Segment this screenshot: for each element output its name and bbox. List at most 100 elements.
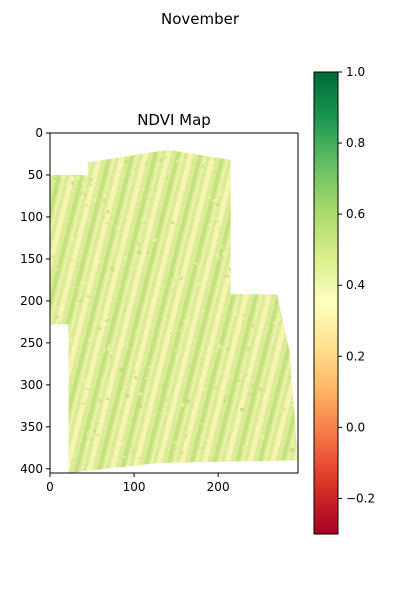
ndvi-pixel [108,361,110,365]
ndvi-pixel [128,152,132,155]
ndvi-pixel [86,431,89,435]
ndvi-pixel [173,143,176,146]
ndvi-pixel [222,252,227,256]
ndvi-pixel [170,221,175,224]
ndvi-pixel [57,225,60,229]
ndvi-pixel [260,435,265,439]
ndvi-pixel [164,398,168,402]
ndvi-pixel [55,315,59,320]
ndvi-pixel [145,403,147,407]
ndvi-pixel [174,458,177,461]
y-tick-label: 150 [20,252,43,266]
ndvi-pixel [126,215,130,219]
ndvi-pixel [217,344,221,348]
ndvi-pixel [84,388,87,390]
ndvi-pixel [89,183,92,186]
ndvi-pixel [175,159,180,163]
ndvi-pixel [275,179,278,182]
ndvi-pixel [106,386,109,390]
ndvi-pixel [252,323,254,328]
ndvi-pixel [284,212,288,214]
ndvi-pixel [165,140,169,144]
ndvi-pixel [150,315,155,317]
ndvi-pixel [112,398,115,402]
ndvi-pixel [215,216,217,220]
ndvi-pixel [284,405,287,408]
ndvi-pixel [68,361,73,363]
ndvi-pixel [151,264,154,266]
ndvi-pixel [231,423,236,428]
ndvi-pixel [207,386,210,390]
ndvi-pixel [217,255,221,259]
ndvi-pixel [290,448,294,452]
ndvi-pixel [184,150,187,153]
ndvi-pixel [214,445,216,448]
ndvi-pixel [119,429,123,431]
colorbar-tick-label: 0.0 [346,420,365,434]
ndvi-pixel [148,198,151,200]
ndvi-pixel [219,192,223,196]
ndvi-pixel [52,410,56,413]
ndvi-pixel [240,270,243,274]
ndvi-pixel [234,177,237,182]
ndvi-pixel [164,413,168,415]
ndvi-pixel [72,149,75,153]
ndvi-pixel [239,294,243,296]
ndvi-pixel [258,409,262,414]
ndvi-pixel [135,448,137,450]
ndvi-pixel [138,211,141,215]
ndvi-pixel [205,216,209,218]
ndvi-pixel [218,225,222,230]
ndvi-pixel [293,223,296,227]
ndvi-pixel [167,176,168,180]
ndvi-pixel [112,269,115,272]
ndvi-pixel [86,388,88,390]
ndvi-pixel [226,447,229,450]
ndvi-pixel [250,384,255,389]
ndvi-pixel [119,250,121,254]
ndvi-pixel [254,343,259,345]
ndvi-pixel [289,217,293,222]
ndvi-pixel [138,469,142,472]
ndvi-pixel [164,427,166,430]
ndvi-pixel [130,342,134,346]
ndvi-pixel [225,460,229,462]
y-tick-label: 0 [35,126,43,140]
ndvi-pixel [216,228,219,233]
ndvi-pixel [136,199,139,203]
ndvi-pixel [158,314,161,317]
ndvi-pixel [242,314,244,317]
ndvi-pixel [258,210,261,214]
ndvi-pixel [225,275,229,278]
ndvi-pixel [79,380,84,384]
ndvi-pixel [164,156,167,159]
ndvi-pixel [138,404,143,408]
ndvi-pixel [146,210,150,212]
ndvi-pixel [176,276,179,280]
ndvi-pixel [79,192,83,195]
ndvi-pixel [53,387,56,389]
ndvi-pixel [119,170,124,173]
ndvi-pixel [240,334,242,337]
ndvi-pixel [186,399,191,404]
ndvi-pixel [142,222,147,224]
ndvi-pixel [51,255,55,258]
ndvi-pixel [293,135,294,138]
ndvi-pixel [216,253,219,257]
ndvi-pixel [73,178,75,182]
ndvi-pixel [293,193,296,197]
ndvi-pixel [189,185,192,187]
ndvi-pixel [143,183,146,186]
ndvi-pixel [124,299,127,301]
ndvi-pixel [247,231,250,232]
ndvi-pixel [263,261,267,263]
ndvi-pixel [181,403,185,407]
ndvi-pixel [58,315,62,317]
ndvi-pixel [288,376,291,379]
ndvi-pixel [55,190,58,194]
ndvi-pixel [282,408,287,411]
ndvi-pixel [250,258,253,260]
ndvi-pixel [117,333,119,336]
ndvi-pixel [96,433,100,436]
